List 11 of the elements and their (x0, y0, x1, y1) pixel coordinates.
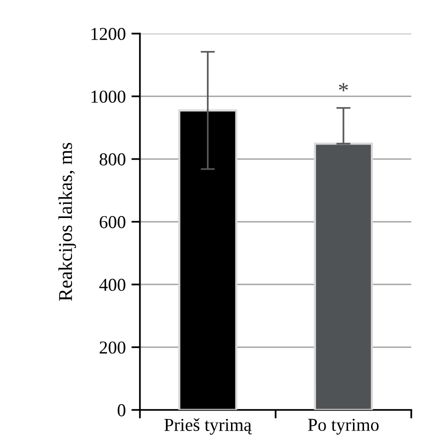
y-tick-label: 1000 (92, 90, 126, 103)
x-tick-label: Prieš tyrimą (164, 418, 252, 435)
x-tick-label: Po tyrimo (308, 418, 379, 435)
y-tick-label: 1200 (92, 28, 126, 40)
y-tick-label: 0 (118, 404, 126, 416)
y-tick-label: 600 (100, 216, 126, 228)
y-axis-title: Reakcijos laikas, ms (58, 142, 76, 301)
y-tick-label: 200 (100, 341, 126, 354)
y-tick-label: 400 (99, 278, 126, 291)
y-tick-label: 800 (100, 153, 126, 166)
annotation: * (338, 83, 348, 92)
